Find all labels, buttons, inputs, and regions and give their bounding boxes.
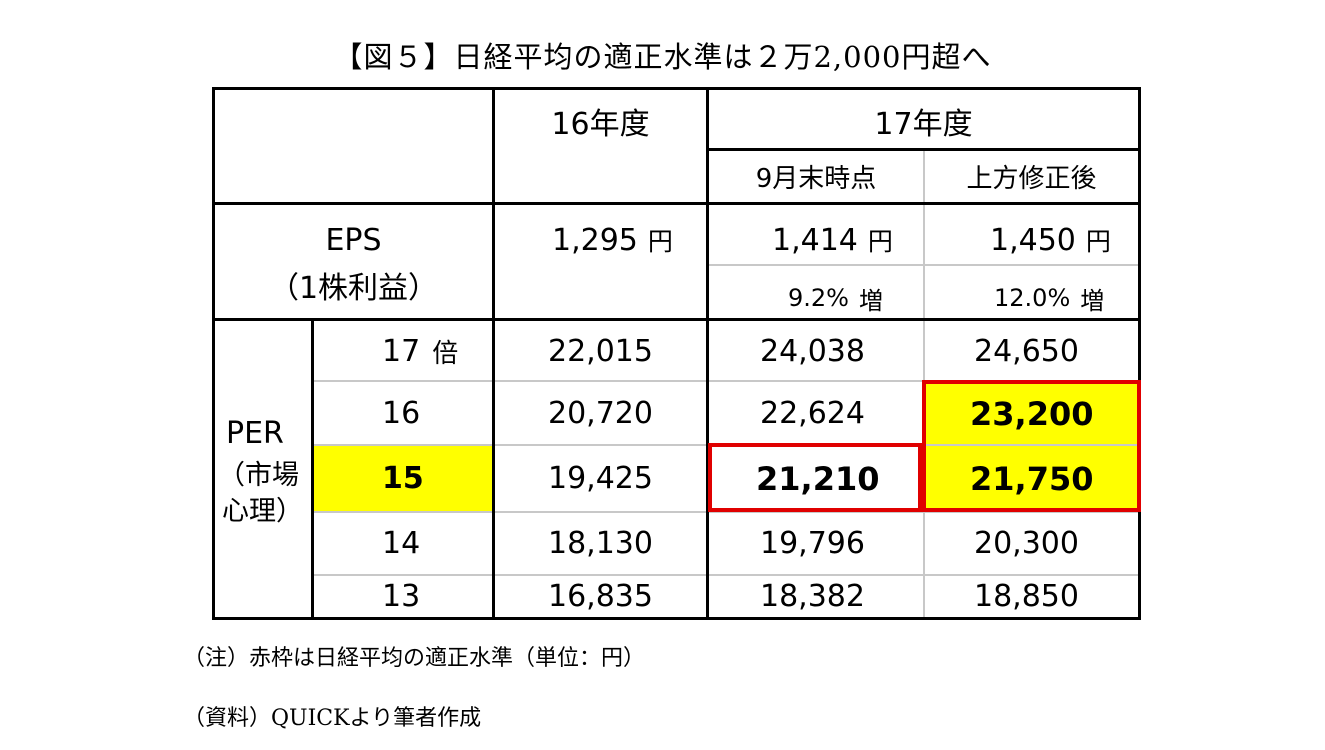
- border: [212, 318, 1141, 321]
- per-multiple-13: 13: [382, 579, 421, 614]
- per-multiple-15: 15: [382, 461, 424, 496]
- highlight-revised-23200: [924, 383, 1139, 511]
- divider: [312, 380, 1139, 382]
- header-revised: 上方修正後: [966, 164, 1097, 194]
- per-17-fy16: 22,015: [548, 333, 653, 369]
- per-16-sep-end: 22,624: [760, 396, 865, 431]
- fair-value-frame-sep-end: [708, 443, 922, 512]
- border: [706, 87, 709, 620]
- per-17-sep-end: 24,038: [760, 333, 865, 369]
- border: [212, 87, 215, 620]
- divider: [312, 574, 1139, 576]
- per-14-revised: 20,300: [974, 526, 1079, 561]
- eps-unit: 円: [1085, 227, 1111, 256]
- per-14-fy16: 18,130: [548, 526, 653, 561]
- border: [492, 87, 495, 620]
- eps-label-sub: （1株利益）: [268, 271, 439, 306]
- border: [708, 148, 1141, 151]
- per-17-revised: 24,650: [974, 333, 1079, 369]
- per-15-sep-end: 21,210: [756, 459, 880, 498]
- per-16-revised: 23,200: [970, 394, 1094, 433]
- valuation-table: 16年度 17年度 9月末時点 上方修正後 EPS （1株利益） 1,295 円…: [212, 87, 1141, 620]
- per-multiple-17: 17 倍: [382, 333, 459, 369]
- per-multiple-14: 14: [382, 526, 421, 561]
- per-15-revised: 21,750: [970, 459, 1094, 498]
- per-multiple-16: 16: [382, 396, 421, 431]
- highlight-per-15: [312, 445, 492, 511]
- per-label: PER: [226, 415, 284, 451]
- eps-unit: 円: [867, 227, 893, 256]
- growth-unit: 増: [1080, 286, 1105, 315]
- header-fy17: 17年度: [874, 107, 973, 142]
- per-13-revised: 18,850: [974, 579, 1079, 614]
- figure-title: 【図５】日経平均の適正水準は２万2,000円超へ: [333, 40, 992, 74]
- source-note: （資料）QUICKより筆者作成: [183, 706, 482, 731]
- eps-label: EPS: [325, 222, 382, 258]
- eps-fy16: 1,295 円: [552, 222, 673, 258]
- border: [212, 617, 1141, 620]
- per-label-sub2: 心理）: [222, 495, 303, 527]
- border: [212, 87, 1141, 90]
- eps-unit: 円: [647, 227, 673, 256]
- eps-revised: 1,450 円: [990, 222, 1111, 258]
- eps-revised-growth: 12.0% 増: [994, 281, 1134, 315]
- footnote: （注）赤枠は日経平均の適正水準（単位：円）: [183, 646, 646, 671]
- border: [1138, 87, 1141, 620]
- divider: [312, 511, 1139, 513]
- header-fy16: 16年度: [551, 107, 650, 142]
- growth-unit: 増: [858, 286, 883, 315]
- per-13-sep-end: 18,382: [760, 579, 865, 614]
- eps-sep-end: 1,414 円: [772, 222, 893, 258]
- border: [311, 320, 314, 620]
- header-sep-end: 9月末時点: [755, 164, 877, 194]
- border: [212, 202, 1141, 205]
- per-label-sub1: （市場: [218, 459, 299, 491]
- per-13-fy16: 16,835: [548, 579, 653, 614]
- fair-value-frame-revised: [922, 380, 1141, 512]
- eps-sep-growth: 9.2% 増: [788, 281, 928, 315]
- times-unit: 倍: [432, 338, 459, 369]
- per-14-sep-end: 19,796: [760, 526, 865, 561]
- per-16-fy16: 20,720: [548, 396, 653, 431]
- per-15-fy16: 19,425: [548, 461, 653, 496]
